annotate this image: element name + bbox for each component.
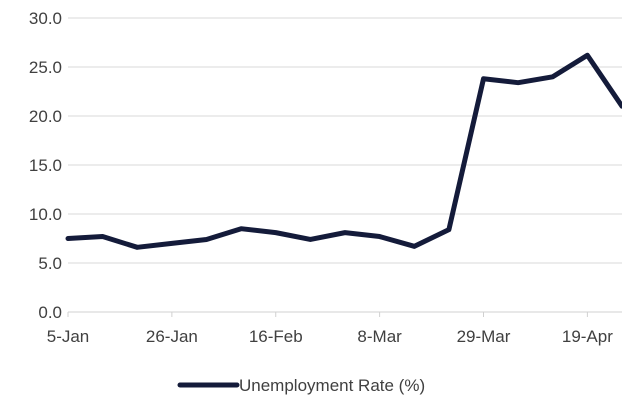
y-tick-label: 25.0 — [29, 58, 62, 77]
x-tick-label: 19-Apr — [562, 327, 613, 346]
x-tick-label: 16-Feb — [249, 327, 303, 346]
x-tick-label: 8-Mar — [357, 327, 402, 346]
y-tick-label: 15.0 — [29, 156, 62, 175]
y-axis: 0.0 5.0 10.0 15.0 20.0 25.0 30.0 — [29, 9, 62, 322]
legend-label: Unemployment Rate (%) — [239, 376, 425, 395]
y-tick-label: 0.0 — [38, 303, 62, 322]
y-tick-label: 30.0 — [29, 9, 62, 28]
series-group — [65, 52, 622, 250]
legend: Unemployment Rate (%) — [177, 376, 425, 395]
series-line — [65, 52, 622, 250]
x-tick-label: 26-Jan — [146, 327, 198, 346]
x-tick-label: 5-Jan — [47, 327, 90, 346]
x-tick-label: 29-Mar — [457, 327, 511, 346]
y-tick-label: 5.0 — [38, 254, 62, 273]
x-axis: 5-Jan 26-Jan 16-Feb 8-Mar 29-Mar 19-Apr — [47, 312, 613, 346]
y-tick-label: 20.0 — [29, 107, 62, 126]
y-tick-label: 10.0 — [29, 205, 62, 224]
gridlines — [68, 17, 622, 313]
